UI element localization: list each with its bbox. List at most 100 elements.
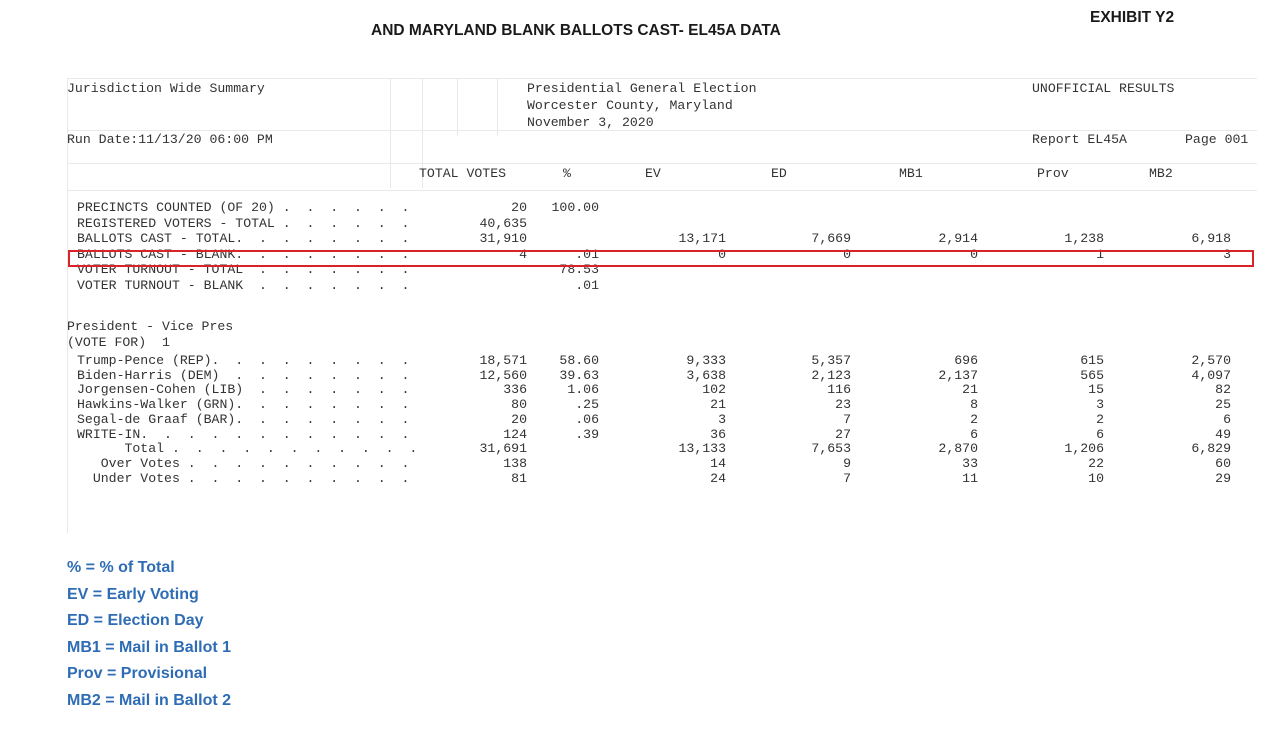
cell-ev: 13,133	[678, 441, 726, 457]
document-title: AND MARYLAND BLANK BALLOTS CAST- EL45A D…	[371, 22, 781, 39]
cell-mb1: 8	[970, 397, 978, 413]
exhibit-label: EXHIBIT Y2	[1090, 9, 1175, 26]
cell-ev: 24	[710, 470, 726, 486]
cell-mb1: 6	[970, 426, 978, 442]
cell-mb1: 2,137	[938, 367, 978, 383]
cell-total: 4	[519, 246, 527, 262]
cell-prov: 1	[1096, 246, 1104, 262]
cell-prov: 2	[1096, 411, 1104, 427]
scan-line	[457, 78, 458, 136]
cell-mb2: 29	[1215, 470, 1231, 486]
cell-total: 31,691	[479, 441, 527, 457]
column-header: Prov	[1037, 166, 1069, 181]
legend-item: ED = Election Day	[67, 612, 204, 629]
cell-mb2: 2,570	[1191, 353, 1231, 368]
cell-ev: 21	[710, 397, 726, 413]
report-id: Report EL45A	[1032, 132, 1127, 147]
cell-total: 336	[503, 382, 527, 398]
cell-total: 138	[503, 455, 527, 471]
report-center-line: November 3, 2020	[527, 115, 654, 130]
column-header: %	[563, 166, 571, 181]
cell-ev: 13,171	[678, 231, 726, 247]
cell-ev: 14	[710, 455, 726, 471]
cell-prov: 22	[1088, 455, 1104, 471]
cell-mb2: 60	[1215, 455, 1231, 471]
cell-prov: 15	[1088, 382, 1104, 398]
legend-item: MB2 = Mail in Ballot 2	[67, 691, 232, 709]
cell-mb1: 21	[962, 382, 978, 398]
row-label: Biden-Harris (DEM) . . . . . . . .	[77, 367, 410, 383]
cell-mb2: 6,829	[1191, 441, 1231, 457]
scan-line	[390, 78, 391, 188]
cell-pct: 100.00	[551, 200, 599, 215]
row-label: Under Votes . . . . . . . . . .	[77, 470, 410, 486]
cell-ed: 2,123	[811, 367, 851, 383]
row-label: Total . . . . . . . . . . .	[77, 441, 418, 457]
row-label: Jorgensen-Cohen (LIB) . . . . . . .	[77, 382, 410, 398]
cell-pct: 39.63	[559, 367, 599, 383]
cell-mb2: 82	[1215, 382, 1231, 398]
row-label: Over Votes . . . . . . . . . .	[77, 455, 410, 471]
cell-ev: 9,333	[686, 353, 726, 368]
row-label: WRITE-IN. . . . . . . . . . . .	[77, 426, 410, 442]
cell-ev: 3,638	[686, 367, 726, 383]
cell-mb2: 49	[1215, 426, 1231, 442]
cell-total: 12,560	[479, 367, 527, 383]
report-center-line: Worcester County, Maryland	[527, 98, 733, 113]
run-date: Run Date:11/13/20 06:00 PM	[67, 132, 273, 147]
cell-ev: 36	[710, 426, 726, 442]
cell-prov: 1,206	[1064, 441, 1104, 457]
cell-prov: 1,238	[1064, 231, 1104, 247]
cell-pct: .39	[575, 426, 599, 442]
row-label: Hawkins-Walker (GRN). . . . . . . .	[77, 397, 410, 413]
cell-prov: 10	[1088, 470, 1104, 486]
report-scan: Jurisdiction Wide Summary Presidential G…	[67, 78, 1257, 533]
row-label: VOTER TURNOUT - BLANK . . . . . . .	[77, 278, 410, 293]
contest-vote-for: (VOTE FOR) 1	[67, 335, 170, 350]
cell-pct: 1.06	[567, 382, 599, 398]
page-number: Page 001	[1185, 132, 1249, 147]
row-label: VOTER TURNOUT - TOTAL . . . . . . .	[77, 262, 410, 278]
row-label: BALLOTS CAST - TOTAL. . . . . . . .	[77, 231, 410, 247]
row-label: Segal-de Graaf (BAR). . . . . . . .	[77, 411, 410, 427]
scan-line	[422, 78, 423, 188]
report-center-line: Presidential General Election	[527, 81, 757, 96]
column-header: MB1	[899, 166, 923, 181]
cell-mb1: 696	[954, 353, 978, 368]
cell-total: 20	[511, 200, 527, 215]
row-label: PRECINCTS COUNTED (OF 20) . . . . . .	[77, 200, 410, 215]
cell-total: 81	[511, 470, 527, 486]
cell-mb2: 6	[1223, 411, 1231, 427]
column-header: TOTAL VOTES	[419, 166, 507, 181]
cell-ed: 23	[835, 397, 851, 413]
cell-mb2: 6,918	[1191, 231, 1231, 247]
report-left-title: Jurisdiction Wide Summary	[67, 81, 265, 96]
cell-mb1: 0	[970, 246, 978, 262]
cell-mb1: 11	[962, 470, 978, 486]
cell-ed: 7,669	[811, 231, 851, 247]
cell-mb2: 3	[1223, 246, 1231, 262]
cell-mb1: 2,870	[938, 441, 978, 457]
cell-total: 124	[503, 426, 527, 442]
cell-ev: 3	[718, 411, 726, 427]
cell-total: 20	[511, 411, 527, 427]
legend-item: % = % of Total	[67, 559, 175, 576]
cell-mb1: 2,914	[938, 231, 978, 247]
legend-item: MB1 = Mail in Ballot 1	[67, 638, 232, 656]
row-label: REGISTERED VOTERS - TOTAL . . . . . .	[77, 215, 410, 231]
scan-line	[67, 190, 1257, 191]
cell-prov: 6	[1096, 426, 1104, 442]
scan-line	[67, 163, 1257, 164]
cell-prov: 3	[1096, 397, 1104, 413]
cell-ed: 5,357	[811, 353, 851, 368]
column-header: ED	[771, 166, 787, 181]
legend: % = % of Total EV = Early Voting ED = El…	[67, 555, 231, 714]
cell-pct: 58.60	[559, 353, 599, 368]
cell-total: 80	[511, 397, 527, 413]
cell-prov: 565	[1080, 367, 1104, 383]
report-status: UNOFFICIAL RESULTS	[1032, 81, 1175, 96]
cell-pct: .01	[575, 278, 599, 293]
cell-ed: 116	[827, 382, 851, 398]
legend-item: EV = Early Voting	[67, 585, 199, 603]
scan-line	[497, 78, 498, 136]
